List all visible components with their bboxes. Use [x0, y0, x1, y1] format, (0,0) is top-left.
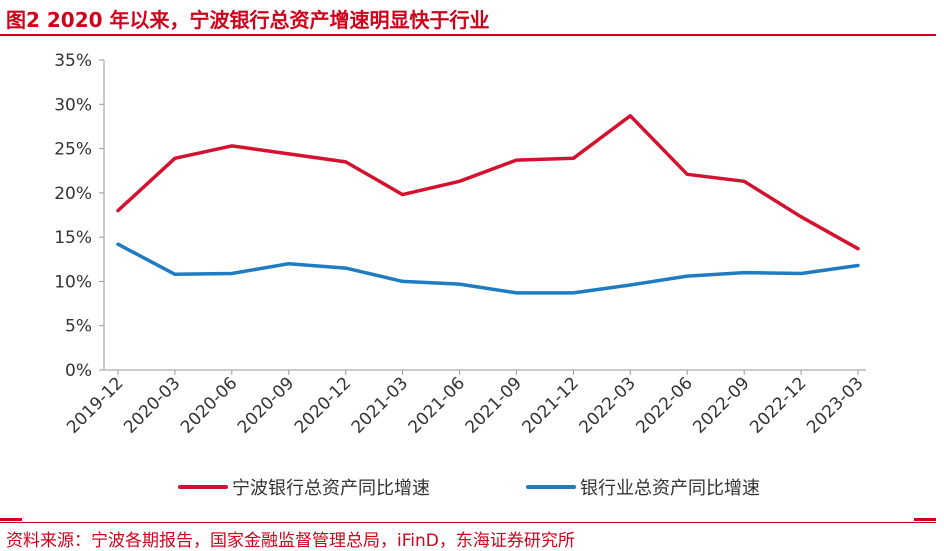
- legend-label: 宁波银行总资产同比增速: [232, 478, 430, 499]
- y-tick-label: 20%: [54, 184, 92, 204]
- series-industry-line: [116, 242, 860, 295]
- y-tick-label: 0%: [65, 361, 92, 381]
- bottom-rule-accent-left: [0, 518, 22, 521]
- x-tick-label: 2023-03: [803, 373, 867, 437]
- x-tick-label: 2020-09: [234, 373, 298, 437]
- y-tick-label: 15%: [54, 228, 92, 248]
- legend-label: 银行业总资产同比增速: [580, 478, 760, 499]
- y-tick-label: 5%: [65, 317, 92, 337]
- legend: 宁波银行总资产同比增速 银行业总资产同比增速: [178, 478, 760, 499]
- x-tick-label: 2021-03: [348, 373, 412, 437]
- y-tick-label: 35%: [54, 51, 92, 71]
- bottom-rule: [0, 522, 936, 523]
- line-chart: 0%5%10%15%20%25%30%35% 2019-122020-03202…: [54, 51, 868, 499]
- x-tick-label: 2022-06: [632, 373, 696, 437]
- bottom-rule-accent-right: [914, 518, 936, 521]
- x-tick-label: 2020-06: [177, 373, 241, 437]
- x-tick-label: 2021-09: [462, 373, 526, 437]
- x-tick-label: 2022-09: [689, 373, 753, 437]
- x-tick-label: 2022-12: [746, 373, 810, 437]
- y-tick-label: 25%: [54, 140, 92, 160]
- y-axis: 0% 5% 10% 15% 20% 25% 30% 35%: [54, 51, 105, 381]
- x-tick-label: 2021-06: [405, 373, 469, 437]
- figure-title: 图2 2020 年以来，宁波银行总资产增速明显快于行业: [6, 8, 490, 32]
- x-tick-label: 2019-12: [63, 373, 127, 437]
- x-axis: 2019-122020-032020-062020-092020-122021-…: [63, 369, 868, 438]
- source-note: 资料来源：宁波各期报告，国家金融监督管理总局，iFinD，东海证券研究所: [6, 531, 575, 551]
- series-bank-line: [116, 114, 860, 251]
- x-tick-label: 2022-03: [575, 373, 639, 437]
- x-tick-label: 2021-12: [519, 373, 583, 437]
- series-layer: [116, 114, 860, 295]
- top-rule: [0, 34, 936, 36]
- x-tick-label: 2020-12: [291, 373, 355, 437]
- y-tick-label: 10%: [54, 272, 92, 292]
- y-tick-label: 30%: [54, 95, 92, 115]
- x-tick-label: 2020-03: [120, 373, 184, 437]
